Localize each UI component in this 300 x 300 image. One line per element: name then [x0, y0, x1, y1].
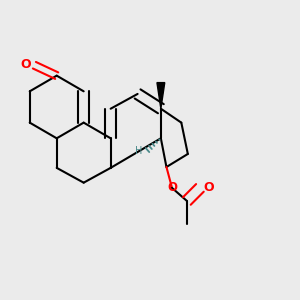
- Text: H: H: [135, 146, 142, 156]
- Text: O: O: [167, 181, 177, 194]
- Text: O: O: [21, 58, 31, 71]
- Text: O: O: [203, 181, 214, 194]
- Polygon shape: [157, 82, 165, 109]
